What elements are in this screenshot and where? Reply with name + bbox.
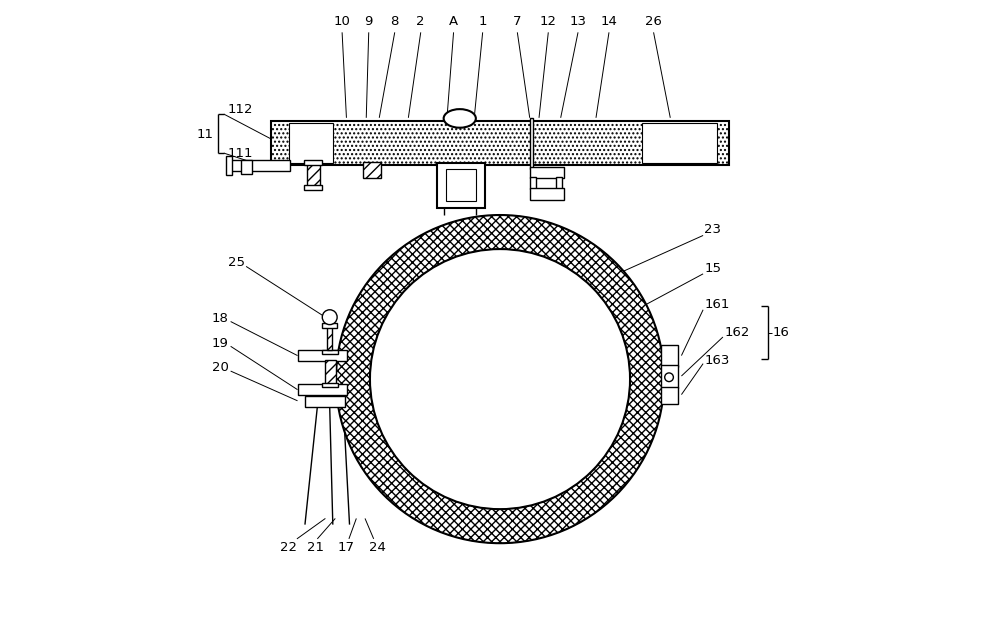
- Bar: [530, 188, 564, 200]
- Text: 12: 12: [540, 15, 557, 28]
- Bar: [661, 365, 678, 388]
- Bar: [231, 160, 290, 171]
- Text: 11: 11: [197, 128, 214, 141]
- Bar: [241, 160, 252, 174]
- Text: 23: 23: [704, 223, 721, 236]
- Bar: [325, 360, 336, 386]
- Text: 8: 8: [391, 15, 399, 28]
- Text: 163: 163: [704, 354, 730, 367]
- Text: 111: 111: [228, 147, 253, 160]
- Text: 19: 19: [212, 337, 229, 350]
- Bar: [530, 118, 533, 169]
- Text: 21: 21: [307, 541, 324, 554]
- Bar: [226, 156, 232, 175]
- Text: 162: 162: [724, 326, 750, 339]
- Bar: [437, 163, 485, 208]
- Bar: [322, 323, 337, 328]
- Bar: [642, 123, 717, 163]
- Text: 25: 25: [228, 256, 245, 269]
- Bar: [556, 177, 562, 189]
- Bar: [307, 164, 320, 187]
- Text: 22: 22: [280, 541, 297, 554]
- Text: 26: 26: [645, 15, 662, 28]
- Bar: [327, 327, 332, 350]
- Bar: [322, 383, 338, 387]
- Bar: [661, 345, 678, 367]
- Text: 7: 7: [513, 15, 522, 28]
- Bar: [530, 167, 564, 178]
- Wedge shape: [336, 215, 664, 543]
- Text: 24: 24: [369, 541, 386, 554]
- Text: 15: 15: [704, 262, 721, 276]
- Ellipse shape: [444, 109, 476, 128]
- Text: 10: 10: [334, 15, 351, 28]
- Text: 2: 2: [416, 15, 425, 28]
- Text: 14: 14: [601, 15, 617, 28]
- Text: A: A: [449, 15, 458, 28]
- Bar: [289, 123, 333, 163]
- Text: 20: 20: [212, 361, 229, 374]
- Bar: [298, 384, 347, 394]
- Bar: [271, 121, 729, 165]
- Bar: [530, 177, 536, 189]
- Circle shape: [665, 373, 673, 381]
- Bar: [304, 160, 322, 165]
- Bar: [298, 350, 347, 361]
- Bar: [363, 162, 381, 178]
- Text: 9: 9: [365, 15, 373, 28]
- Text: 16: 16: [772, 326, 789, 339]
- Bar: [305, 396, 345, 407]
- Text: 1: 1: [478, 15, 487, 28]
- Bar: [446, 169, 476, 202]
- Text: 161: 161: [704, 299, 730, 311]
- Bar: [661, 387, 678, 404]
- Bar: [322, 350, 338, 354]
- Text: 17: 17: [338, 541, 355, 554]
- Text: 13: 13: [570, 15, 587, 28]
- Circle shape: [322, 310, 337, 325]
- Circle shape: [371, 250, 629, 508]
- Text: 112: 112: [228, 103, 253, 116]
- Bar: [304, 185, 322, 190]
- Text: 18: 18: [212, 312, 229, 325]
